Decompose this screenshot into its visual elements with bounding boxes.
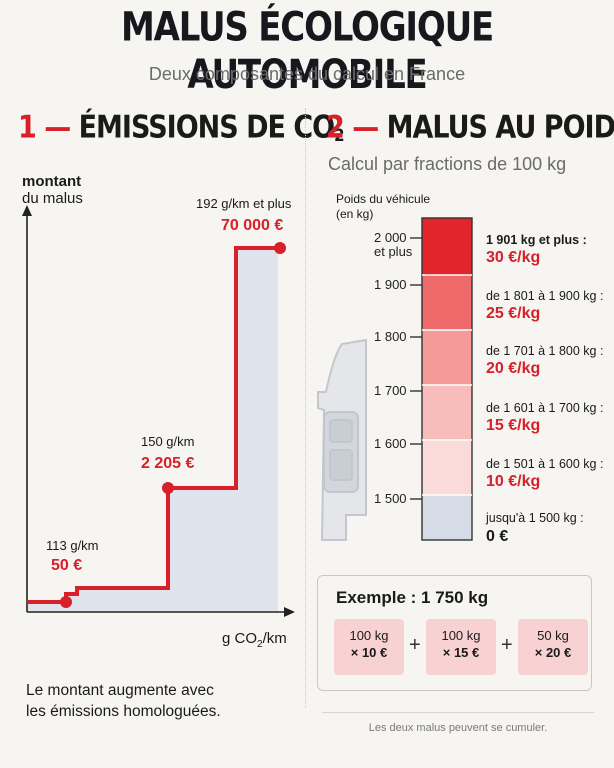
co2-area-fill — [27, 248, 278, 612]
bracket-6-range: jusqu'à 1 500 kg : — [485, 511, 584, 525]
tick-1500: 1 500 — [374, 491, 407, 506]
bracket-1-range: 1 901 kg et plus : — [486, 233, 587, 247]
section-2-title: MALUS AU POIDS — [386, 110, 614, 146]
x-axis-label-subscript: 2 — [257, 639, 263, 650]
page-subtitle: Deux composantes du calcul en France — [148, 64, 466, 84]
car-silhouette-icon — [317, 338, 367, 541]
bracket-2-rate: 25 €/kg — [486, 305, 540, 322]
tick-2000: 2 000 — [374, 230, 407, 245]
x-axis-label-unit: /km — [262, 630, 287, 647]
bracket-4-range: de 1 601 à 1 700 kg : — [486, 401, 603, 415]
bracket-6-rate: 0 € — [486, 528, 508, 545]
bracket-band-6 — [422, 495, 472, 540]
step-point-3 — [274, 242, 286, 254]
step-1-amount: 50 € — [51, 557, 82, 574]
column-divider — [305, 108, 306, 708]
bracket-2-range: de 1 801 à 1 900 kg : — [486, 289, 603, 303]
tick-1700: 1 700 — [374, 383, 407, 398]
section-1-dash: — — [44, 110, 71, 146]
footer-divider — [322, 712, 594, 713]
step-point-1 — [60, 596, 72, 608]
bracket-3-range: de 1 701 à 1 800 kg : — [486, 344, 603, 358]
bracket-band-5 — [422, 440, 472, 495]
x-axis-label-main: g CO — [222, 630, 258, 647]
section-1-caption: Le montant augmente avec les émissions h… — [26, 680, 221, 722]
example-part-3: 50 kg × 20 € — [518, 619, 588, 675]
plus-operator-1: + — [409, 634, 421, 656]
y-axis-arrow — [22, 205, 32, 216]
bracket-5-rate: 10 €/kg — [486, 473, 540, 490]
weight-scale — [410, 217, 473, 541]
bracket-band-2 — [422, 275, 472, 330]
x-axis-arrow — [284, 607, 295, 617]
tick-1800: 1 800 — [374, 329, 407, 344]
example-part-2-rate: × 15 € — [442, 645, 480, 660]
example-title: Exemple : 1 750 kg — [336, 588, 489, 607]
caption-line-1: Le montant augmente avec — [26, 682, 214, 699]
example-part-1: 100 kg × 10 € — [334, 619, 404, 675]
section-2-subtitle: Calcul par fractions de 100 kg — [328, 154, 567, 174]
bracket-band-1 — [422, 218, 472, 275]
step-point-2 — [162, 482, 174, 494]
section-2-heading: 2 — MALUS AU POIDS — [326, 110, 614, 146]
example-part-3-rate: × 20 € — [534, 645, 572, 660]
section-1-title: ÉMISSIONS DE CO — [78, 110, 336, 146]
example-part-1-rate: × 10 € — [350, 645, 388, 660]
section-2-number: 2 — [326, 110, 345, 146]
y-axis-label-line-2: du malus — [22, 190, 83, 207]
weight-axis-label: Poids du véhicule (en kg) — [336, 192, 430, 222]
step-3-threshold: 192 g/km et plus — [196, 196, 292, 211]
bracket-4-rate: 15 €/kg — [486, 417, 540, 434]
bracket-5-range: de 1 501 à 1 600 kg : — [486, 457, 603, 471]
plus-operator-2: + — [501, 634, 513, 656]
page-title: MALUS ÉCOLOGIQUE AUTOMOBILE — [120, 4, 494, 99]
bracket-1-rate: 30 €/kg — [486, 249, 540, 266]
example-part-2-weight: 100 kg — [441, 628, 481, 643]
bracket-band-3 — [422, 330, 472, 385]
tick-2000-suffix: et plus — [374, 244, 413, 259]
tick-1900: 1 900 — [374, 277, 407, 292]
section-1-title-subscript: 2 — [334, 124, 344, 146]
tick-1600: 1 600 — [374, 436, 407, 451]
y-axis-label-line-1: montant — [22, 173, 82, 190]
weight-axis-label-line-2: (en kg) — [336, 207, 374, 221]
y-axis-label: montant du malus — [22, 173, 83, 207]
step-2-threshold: 150 g/km — [141, 434, 194, 449]
section-1-number: 1 — [18, 110, 37, 146]
x-axis-label: g CO2/km — [222, 630, 287, 650]
section-2-dash: — — [352, 110, 379, 146]
section-1-heading: 1 — ÉMISSIONS DE CO2 — [18, 110, 345, 146]
bracket-band-4 — [422, 385, 472, 440]
bracket-3-rate: 20 €/kg — [486, 360, 540, 377]
step-2-amount: 2 205 € — [141, 455, 194, 472]
step-1-threshold: 113 g/km — [46, 538, 99, 553]
weight-axis-label-line-1: Poids du véhicule — [336, 192, 431, 206]
caption-line-2: les émissions homologuées. — [26, 703, 221, 720]
step-3-amount: 70 000 € — [221, 217, 283, 234]
example-part-2: 100 kg × 15 € — [426, 619, 496, 675]
footer-note: Les deux malus peuvent se cumuler. — [368, 722, 548, 734]
example-part-1-weight: 100 kg — [349, 628, 389, 643]
example-part-3-weight: 50 kg — [537, 628, 569, 643]
